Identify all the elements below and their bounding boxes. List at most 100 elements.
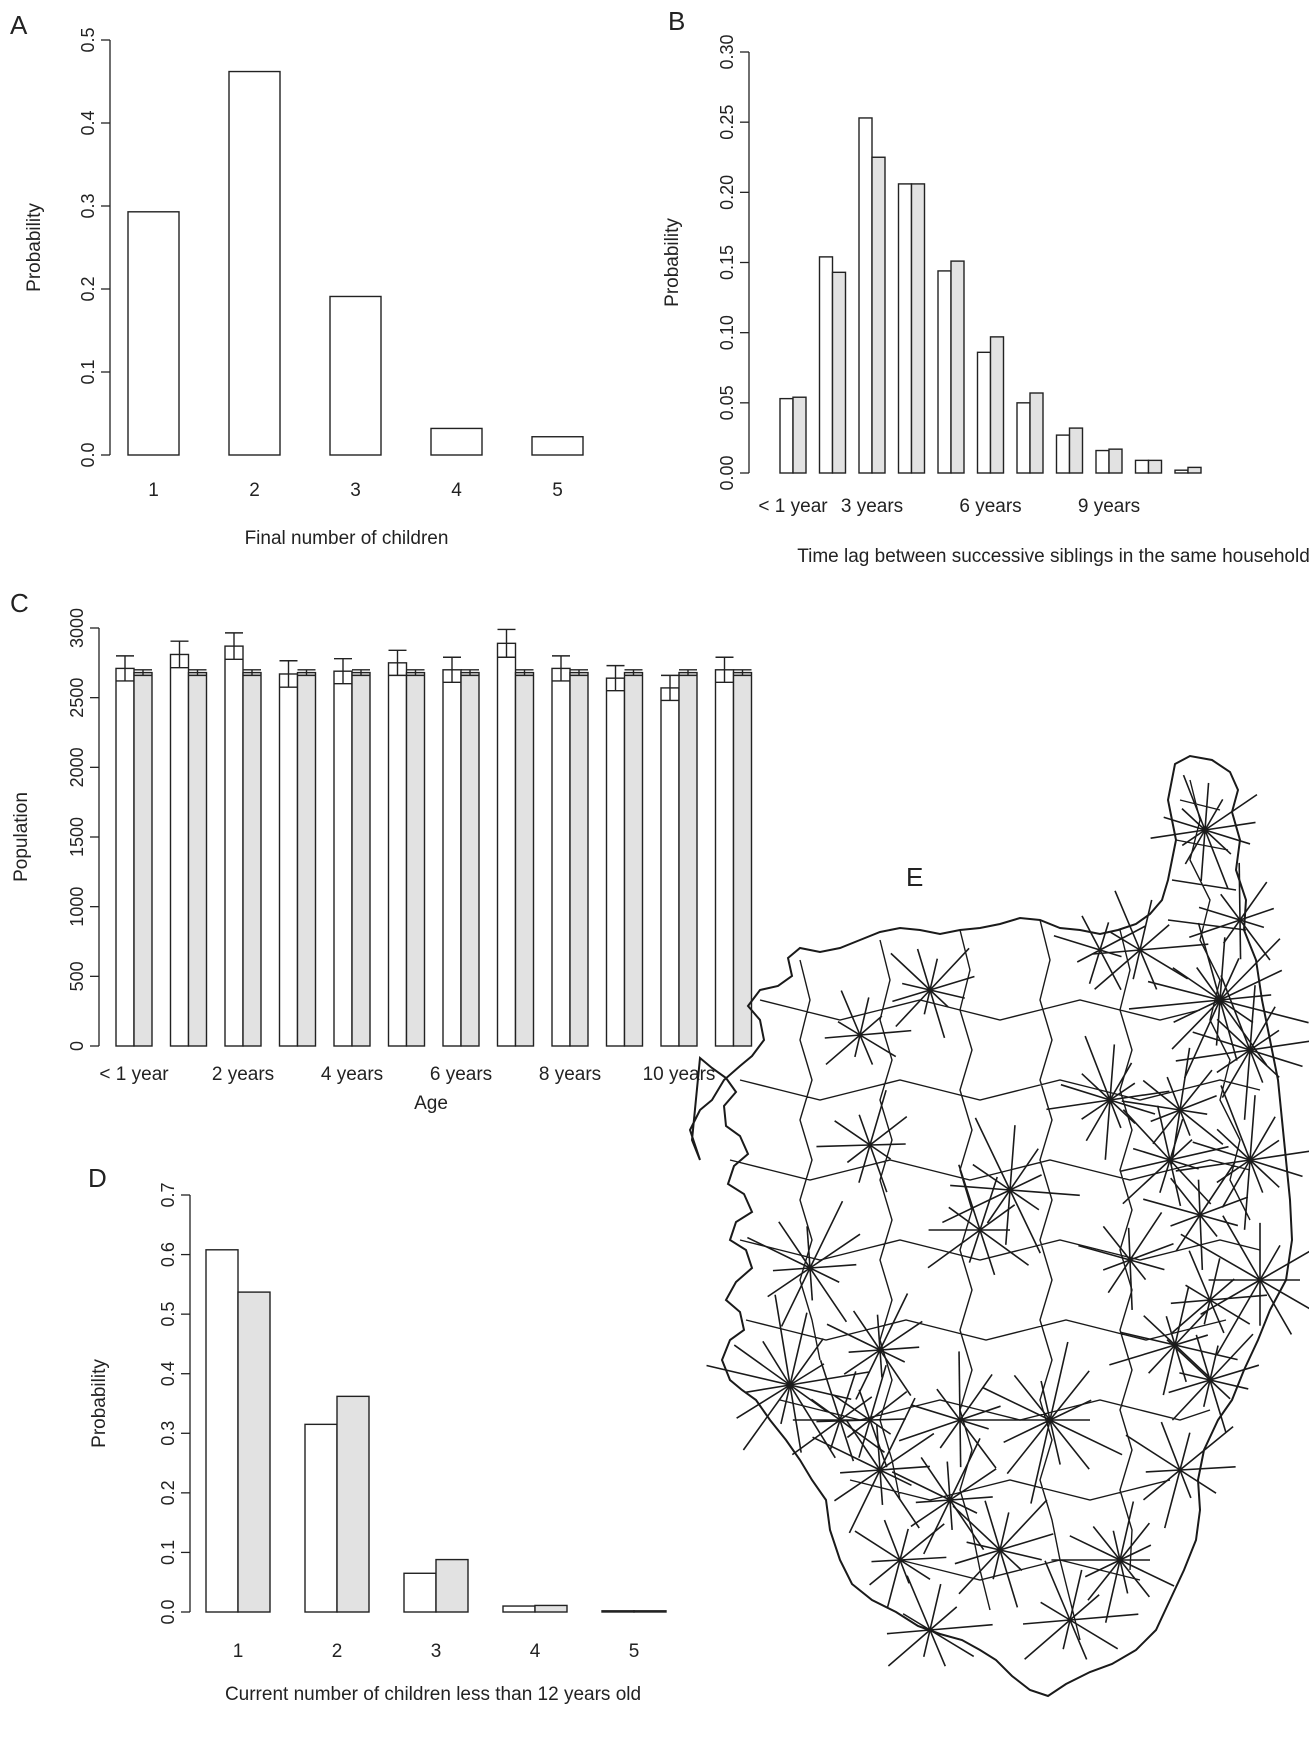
x-tick-label: 2 (332, 1641, 343, 1662)
map-connection-line (1179, 1109, 1208, 1115)
bar (403, 1572, 437, 1613)
map-connection-line (825, 1034, 861, 1066)
map-connection-line (848, 1469, 881, 1534)
x-tick-label: 3 (431, 1641, 442, 1662)
map-connection-line (1112, 1530, 1121, 1561)
x-tick-label: 9 years (1078, 496, 1140, 517)
map-connection-line (929, 1629, 947, 1667)
y-axis-label: Population (11, 792, 32, 882)
map-connection-line (1169, 1159, 1212, 1205)
map-connection-line (892, 989, 931, 1003)
map-connection-line (979, 1229, 996, 1276)
map-connection-line (968, 1229, 981, 1263)
bar (187, 671, 208, 1047)
map-connection-line (922, 1629, 931, 1657)
map-connection-line (876, 1314, 881, 1351)
map-connection-line (899, 1559, 931, 1580)
x-tick-label: 4 (451, 480, 462, 501)
map-connection-line (1163, 816, 1206, 831)
map-connection-line (1169, 1159, 1199, 1170)
map-connection-line (833, 1469, 881, 1502)
map-connection-line (929, 1623, 993, 1631)
map-connection-line (1239, 919, 1242, 960)
bar (333, 670, 353, 1047)
map-connection-line (929, 989, 946, 1039)
x-tick-label: < 1 year (758, 496, 828, 517)
map-connection-line (891, 1471, 951, 1501)
map-connection-line (1209, 1364, 1260, 1381)
y-tick-label: 0.6 (158, 1242, 178, 1267)
y-tick-label: 0.10 (717, 315, 737, 350)
map-connection-line (1249, 985, 1256, 1051)
map-connection-line (826, 1323, 881, 1351)
map-connection-line (1081, 1099, 1111, 1120)
y-tick-label: 2500 (67, 678, 87, 718)
bar (1108, 448, 1123, 474)
map-connection-line (1249, 1029, 1280, 1051)
x-tick-label: 3 (350, 480, 361, 501)
map-connection-line (1203, 1299, 1211, 1325)
map-coastline (688, 754, 1294, 1698)
map-connection-line (812, 1436, 881, 1471)
map-connection-line (789, 1384, 852, 1401)
bar (779, 397, 794, 474)
map-connection-line (1204, 821, 1256, 831)
map-connection-line (767, 1267, 811, 1298)
map-connection-line (871, 1559, 901, 1563)
bar (351, 671, 371, 1047)
map-connection-line (859, 1015, 883, 1036)
map-connection-line (1219, 969, 1283, 1001)
map-connection-line (946, 1461, 951, 1501)
map-connection-line (869, 1089, 887, 1146)
map-connection-line (1142, 1469, 1181, 1501)
map-connection-line (879, 1469, 920, 1529)
x-tick-label: < 1 year (99, 1064, 169, 1085)
map-connection-line (839, 1419, 885, 1453)
map-connection-line (846, 1144, 871, 1164)
map-connection-line (1209, 1258, 1221, 1301)
bar (818, 256, 834, 474)
map-connection-line (879, 1397, 916, 1471)
map-connection-line (1184, 829, 1206, 865)
map-connection-line (1009, 1174, 1042, 1191)
bar (633, 1610, 667, 1613)
map-connection-line (809, 1267, 814, 1301)
map-connection-line (1148, 1344, 1176, 1374)
map-connection-line (1209, 1299, 1251, 1325)
map-connection-line (1169, 1145, 1229, 1161)
bar (897, 183, 913, 474)
map-connection-line (949, 1496, 993, 1501)
map-connection-line (902, 1613, 931, 1631)
map-connection-line (1238, 862, 1241, 921)
map-connection-line (1195, 1334, 1211, 1381)
map-connection-line (859, 1029, 912, 1036)
map-connection-line (898, 1419, 961, 1442)
map-connection-line (939, 1419, 961, 1449)
map-connection-line (869, 1418, 906, 1421)
bar (623, 671, 644, 1047)
bar (127, 211, 180, 456)
map-connection-line (1143, 1198, 1201, 1216)
x-axis-label: Final number of children (245, 528, 449, 549)
map-connection-line (834, 1395, 871, 1421)
map-connection-line (1088, 949, 1101, 985)
map-connection-line (1243, 1049, 1251, 1120)
map-connection-line (949, 1437, 981, 1501)
map-connection-line (1005, 1189, 1011, 1245)
bar (1174, 469, 1189, 474)
map-connection-line (992, 1549, 1001, 1580)
map-connection-line (1099, 925, 1146, 951)
map-connection-line (1171, 1379, 1211, 1421)
bar (228, 70, 281, 456)
map-connection-line (1249, 1159, 1280, 1188)
map-connection-line (1204, 782, 1210, 831)
bar (224, 645, 244, 1047)
y-tick-label: 0.1 (158, 1540, 178, 1565)
map-connection-line (1102, 1259, 1131, 1271)
map-connection-line (1162, 1344, 1176, 1396)
map-connection-line (959, 1405, 1001, 1421)
x-tick-label: 5 (552, 480, 563, 501)
map-connection-line (1087, 1559, 1121, 1601)
map-connection-line (929, 1606, 958, 1631)
map-connection-line (1199, 1214, 1204, 1270)
